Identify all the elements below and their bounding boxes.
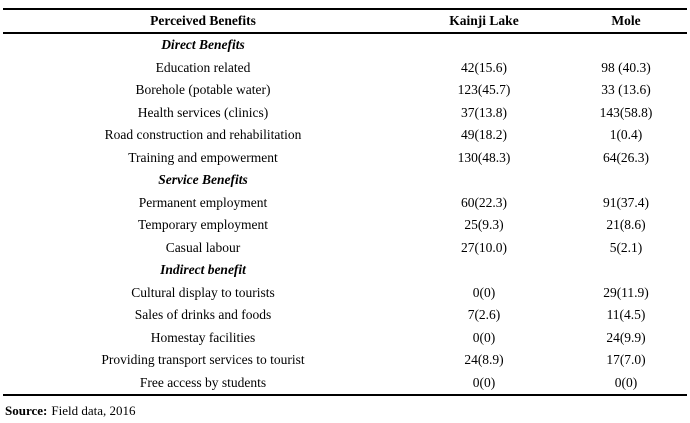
- cell-mole: 91(37.4): [602, 194, 650, 210]
- table-row: Borehole (potable water) 123(45.7) 33 (1…: [3, 79, 687, 102]
- cell-mole: [565, 33, 687, 57]
- cell-benefit: Casual labour: [165, 239, 241, 255]
- section-label: Direct Benefits: [161, 37, 245, 53]
- table-row: Cultural display to tourists 0(0) 29(11.…: [3, 282, 687, 305]
- source-text: Field data, 2016: [51, 403, 136, 418]
- cell-kainji: 25(9.3): [464, 217, 504, 233]
- cell-kainji: 0(0): [403, 371, 565, 396]
- table-row: Homestay facilities 0(0) 24(9.9): [3, 327, 687, 350]
- cell-benefit: Health services (clinics): [137, 104, 269, 120]
- cell-benefit: Training and empowerment: [128, 149, 278, 165]
- cell-kainji: 7(2.6): [467, 307, 501, 323]
- cell-mole: 143(58.8): [599, 104, 653, 120]
- cell-benefit: Road construction and rehabilitation: [104, 127, 302, 143]
- cell-kainji: 37(13.8): [460, 104, 508, 120]
- cell-mole: 17(7.0): [606, 352, 646, 368]
- cell-mole: 98 (40.3): [601, 59, 651, 75]
- cell-benefit: Free access by students: [3, 371, 403, 396]
- cell-kainji: 49(18.2): [460, 127, 508, 143]
- cell-mole: 33 (13.6): [601, 82, 651, 98]
- cell-benefit: Temporary employment: [138, 217, 268, 233]
- section-label: Service Benefits: [158, 172, 248, 188]
- section-label: Indirect benefit: [160, 262, 246, 278]
- table-row: Permanent employment 60(22.3) 91(37.4): [3, 192, 687, 215]
- cell-benefit: Homestay facilities: [150, 329, 256, 345]
- table-row: Casual labour 27(10.0) 5(2.1): [3, 237, 687, 260]
- cell-kainji: [403, 259, 565, 282]
- cell-kainji: 24(8.9): [464, 352, 504, 368]
- cell-mole: 0(0): [565, 371, 687, 396]
- cell-kainji: 0(0): [472, 284, 496, 300]
- cell-mole: 11(4.5): [606, 307, 646, 323]
- cell-kainji: 0(0): [472, 329, 496, 345]
- column-header-mole: Mole: [565, 9, 687, 34]
- cell-mole: 64(26.3): [602, 149, 650, 165]
- table-row: Sales of drinks and foods 7(2.6) 11(4.5): [3, 304, 687, 327]
- section-row: Indirect benefit: [3, 259, 687, 282]
- header-row: Perceived Benefits Kainji Lake Mole: [3, 9, 687, 34]
- cell-mole: 5(2.1): [609, 239, 643, 255]
- table-row: Education related 42(15.6) 98 (40.3): [3, 57, 687, 80]
- cell-kainji: 123(45.7): [457, 82, 511, 98]
- cell-mole: 24(9.9): [606, 329, 646, 345]
- table-row: Temporary employment 25(9.3) 21(8.6): [3, 214, 687, 237]
- cell-benefit: Sales of drinks and foods: [134, 307, 272, 323]
- section-row: Direct Benefits: [3, 33, 687, 57]
- cell-kainji: 42(15.6): [460, 59, 508, 75]
- cell-benefit: Borehole (potable water): [135, 82, 271, 98]
- cell-benefit: Providing transport services to tourist: [101, 352, 305, 368]
- source-note: Source: Field data, 2016: [3, 403, 687, 419]
- table-row: Providing transport services to tourist …: [3, 349, 687, 372]
- cell-benefit: Education related: [155, 59, 251, 75]
- table-row: Road construction and rehabilitation 49(…: [3, 124, 687, 147]
- cell-kainji: [403, 169, 565, 192]
- cell-mole: 21(8.6): [606, 217, 646, 233]
- table-body: Direct Benefits Education related 42(15.…: [3, 33, 687, 396]
- table-row: Free access by students 0(0) 0(0): [3, 371, 687, 396]
- cell-mole: [565, 259, 687, 282]
- section-row: Service Benefits: [3, 169, 687, 192]
- cell-benefit: Cultural display to tourists: [131, 284, 275, 300]
- cell-kainji: 60(22.3): [460, 194, 508, 210]
- table-row: Health services (clinics) 37(13.8) 143(5…: [3, 102, 687, 125]
- source-label: Source:: [5, 403, 48, 418]
- table-header: Perceived Benefits Kainji Lake Mole: [3, 9, 687, 34]
- cell-kainji: 27(10.0): [460, 239, 508, 255]
- cell-mole: 29(11.9): [603, 284, 649, 300]
- cell-kainji: 130(48.3): [457, 149, 511, 165]
- column-header-perceived-benefits: Perceived Benefits: [3, 9, 403, 34]
- cell-mole: 1(0.4): [609, 127, 643, 143]
- benefits-table: Perceived Benefits Kainji Lake Mole Dire…: [3, 8, 687, 396]
- cell-benefit: Permanent employment: [138, 194, 268, 210]
- column-header-kainji-lake: Kainji Lake: [403, 9, 565, 34]
- table-row: Training and empowerment 130(48.3) 64(26…: [3, 147, 687, 170]
- cell-kainji: [403, 33, 565, 57]
- cell-mole: [565, 169, 687, 192]
